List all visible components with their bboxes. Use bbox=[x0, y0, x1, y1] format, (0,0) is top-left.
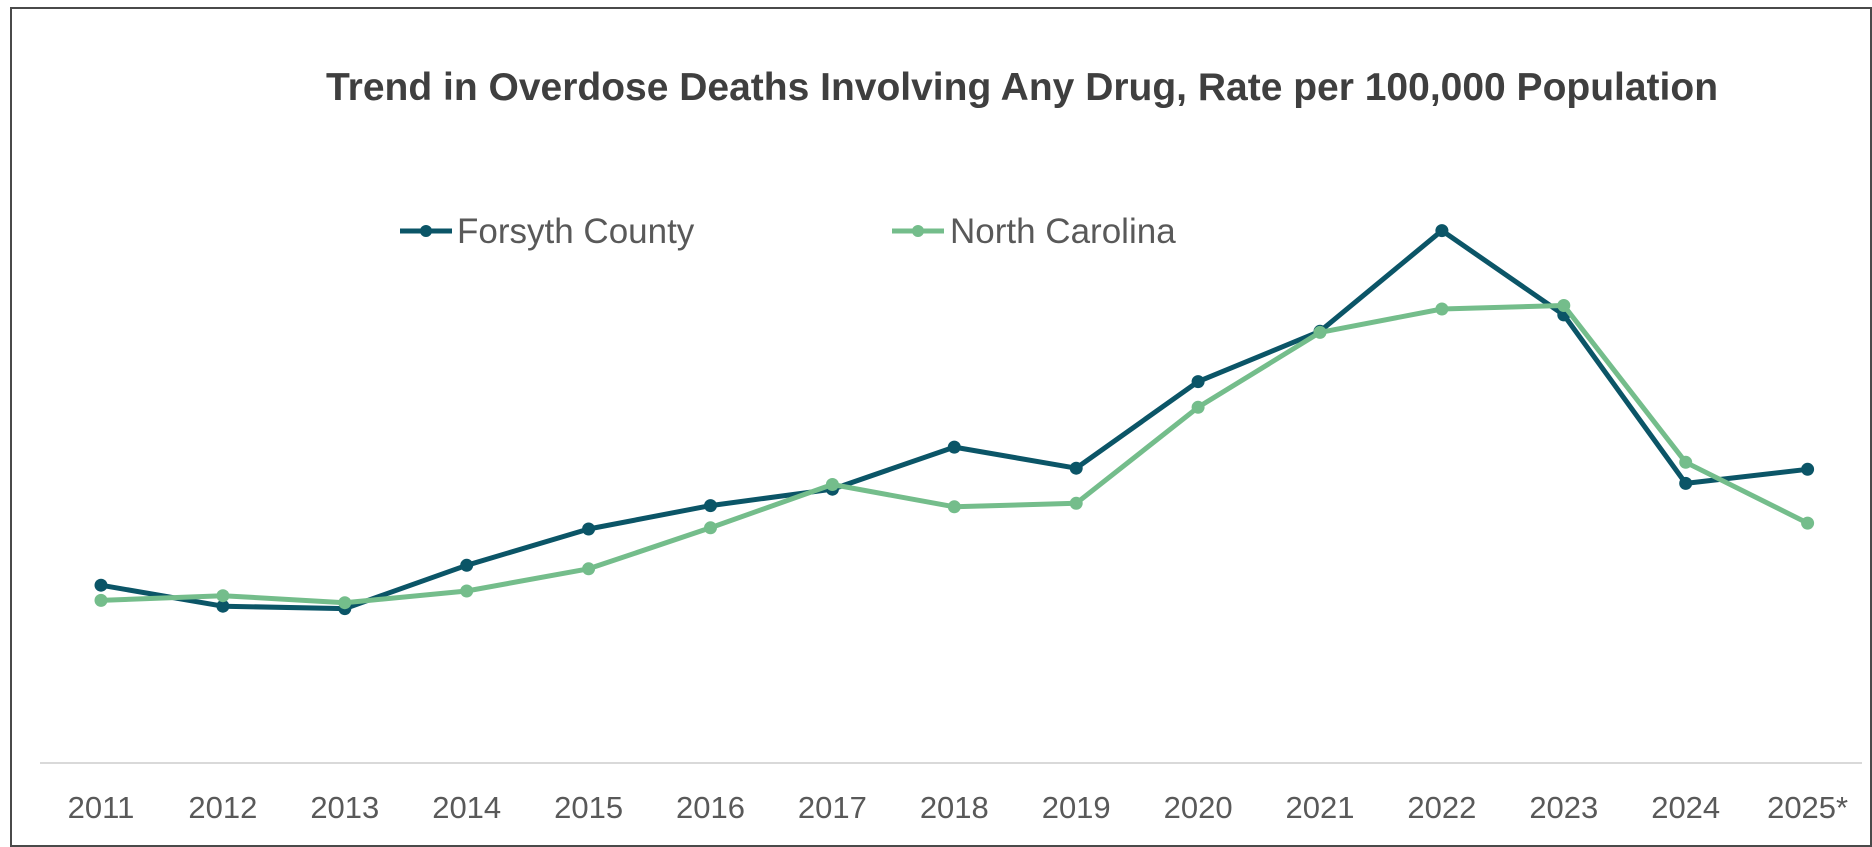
x-tick-label: 2022 bbox=[1407, 790, 1476, 825]
x-tick-label: 2024 bbox=[1651, 790, 1720, 825]
data-point-north-carolina bbox=[94, 593, 108, 607]
x-tick-label: 2012 bbox=[188, 790, 257, 825]
x-tick-label: 2023 bbox=[1529, 790, 1598, 825]
data-point-north-carolina bbox=[460, 584, 474, 598]
series-forsyth-county bbox=[94, 224, 1815, 616]
data-point-north-carolina bbox=[1557, 299, 1571, 312]
data-point-forsyth-county bbox=[1679, 476, 1693, 490]
x-axis-tick-labels: 2011 2012 2013 2014 2015 2016 2017 2018 2019 2020… bbox=[68, 790, 1848, 825]
data-point-north-carolina bbox=[825, 478, 839, 491]
data-point-north-carolina bbox=[1069, 496, 1083, 510]
data-point-north-carolina bbox=[1313, 325, 1327, 339]
legend-label-forsyth-county: Forsyth County bbox=[457, 212, 695, 251]
data-point-north-carolina bbox=[582, 562, 596, 576]
data-point-forsyth-county bbox=[1801, 462, 1815, 476]
data-point-forsyth-county bbox=[947, 440, 961, 454]
x-tick-label: 2015 bbox=[554, 790, 623, 825]
chart-frame bbox=[10, 7, 1872, 847]
data-point-north-carolina bbox=[704, 521, 717, 535]
x-tick-label: 2020 bbox=[1164, 790, 1233, 825]
data-point-north-carolina bbox=[1679, 455, 1693, 469]
legend-marker-forsyth-county bbox=[420, 225, 432, 237]
data-point-north-carolina bbox=[947, 500, 961, 514]
x-tick-label: 2013 bbox=[310, 790, 379, 825]
x-tick-label: 2011 bbox=[68, 790, 135, 825]
chart-title: Trend in Overdose Deaths Involving Any D… bbox=[326, 66, 1718, 109]
data-point-north-carolina bbox=[338, 596, 352, 610]
x-tick-label: 2021 bbox=[1286, 790, 1355, 825]
data-point-forsyth-county bbox=[1191, 375, 1205, 389]
series-line-north-carolina bbox=[100, 303, 1809, 606]
data-point-forsyth-county bbox=[704, 499, 717, 513]
legend-item-north-carolina: North Carolina bbox=[892, 212, 1176, 251]
x-tick-label: 2017 bbox=[798, 790, 867, 825]
series-north-carolina bbox=[94, 299, 1815, 610]
data-point-forsyth-county bbox=[1435, 224, 1449, 238]
data-point-forsyth-county bbox=[94, 578, 108, 592]
legend-item-forsyth-county: Forsyth County bbox=[400, 212, 695, 251]
data-point-forsyth-county bbox=[1069, 461, 1083, 475]
x-tick-label: 2018 bbox=[920, 790, 989, 825]
series-line-forsyth-county bbox=[100, 228, 1808, 612]
data-point-forsyth-county bbox=[582, 522, 596, 536]
legend: Forsyth County North Carolina bbox=[400, 212, 1176, 251]
legend-marker-north-carolina bbox=[912, 225, 924, 237]
data-point-north-carolina bbox=[1801, 516, 1815, 530]
data-point-forsyth-county bbox=[216, 599, 230, 613]
series-layer bbox=[94, 224, 1815, 616]
data-point-forsyth-county bbox=[460, 558, 474, 572]
x-tick-label: 2025* bbox=[1767, 790, 1848, 825]
x-tick-label: 2016 bbox=[676, 790, 745, 825]
x-tick-label: 2014 bbox=[432, 790, 501, 825]
data-point-north-carolina bbox=[1191, 400, 1205, 414]
data-point-north-carolina bbox=[1435, 302, 1449, 316]
x-tick-label: 2019 bbox=[1042, 790, 1111, 825]
data-point-north-carolina bbox=[216, 589, 230, 603]
legend-label-north-carolina: North Carolina bbox=[950, 212, 1176, 251]
